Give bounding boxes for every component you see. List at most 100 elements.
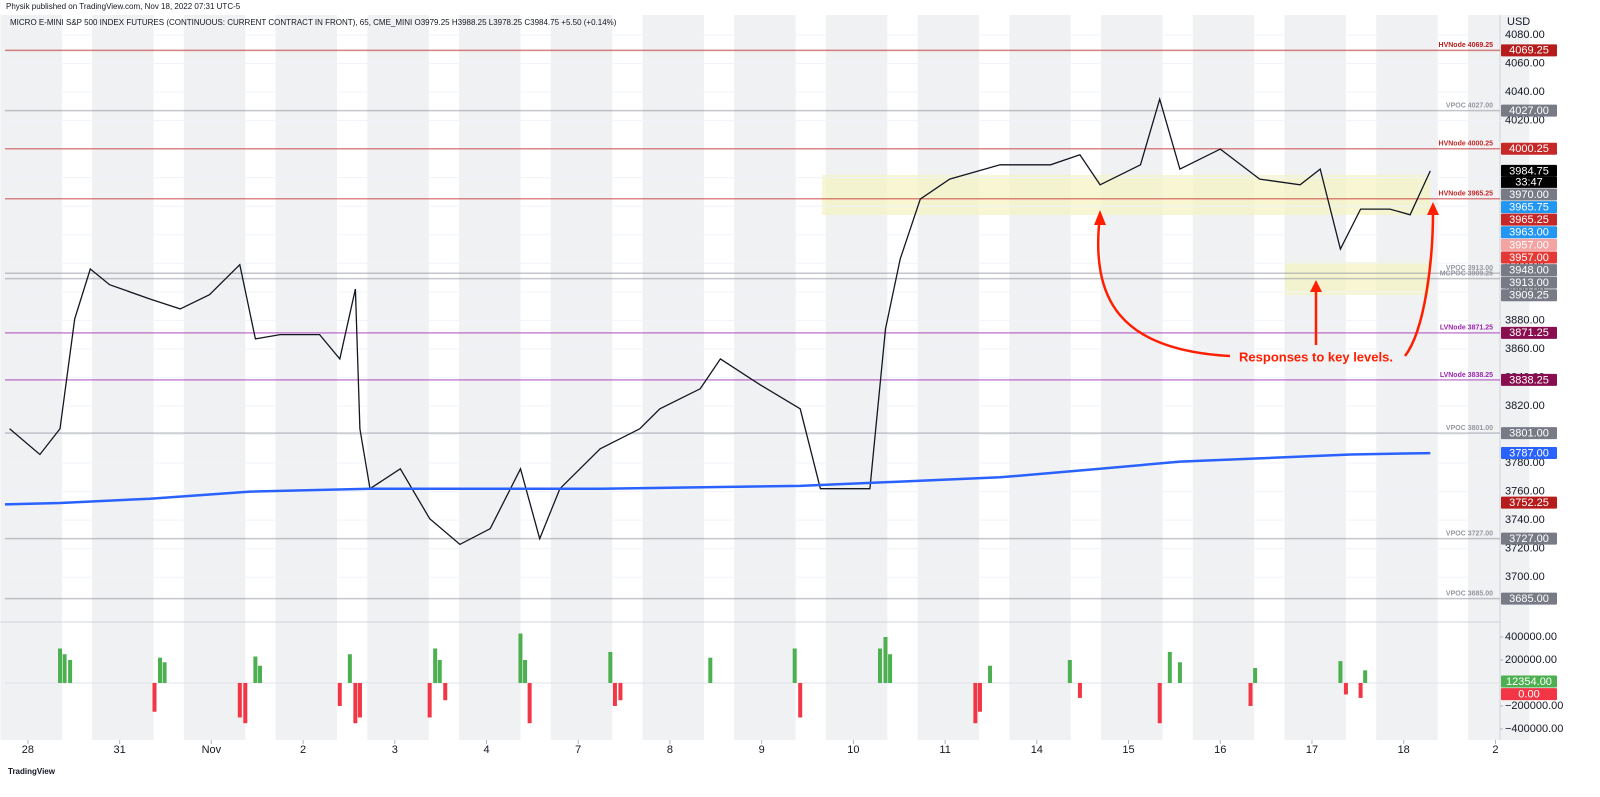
price-tag [1501, 447, 1557, 460]
x-tick-label: 17 [1306, 744, 1318, 756]
delta-bar [58, 648, 63, 683]
price-tag-label: 4027.00 [1509, 105, 1549, 117]
price-tag-label: 3984.75 [1509, 165, 1549, 177]
price-tag [1501, 201, 1557, 214]
delta-bar [988, 665, 993, 683]
x-tick-label: 9 [759, 744, 765, 756]
delta-bar [433, 648, 438, 683]
y-tick-label: 3880.00 [1505, 314, 1545, 326]
y-tick-label: −200000.00 [1505, 700, 1563, 712]
price-tag [1501, 213, 1557, 226]
price-tag-label: 4000.25 [1509, 143, 1549, 155]
delta-bar [708, 657, 713, 683]
delta-bar [518, 633, 523, 683]
countdown: 33:47 [1515, 176, 1543, 188]
delta-bar [237, 682, 242, 718]
level-label: VPOC 3913.00 [1446, 265, 1493, 272]
x-tick-label: Nov [202, 744, 222, 756]
delta-bar [347, 654, 352, 683]
x-tick-label: 18 [1398, 744, 1410, 756]
price-tag [1501, 675, 1557, 688]
level-label: LVNode 3838.25 [1440, 372, 1493, 379]
x-tick-label: 11 [939, 744, 950, 756]
delta-bar [1077, 682, 1082, 698]
x-tick-label: 28 [22, 744, 34, 756]
delta-bar [877, 648, 882, 683]
price-tag [1501, 289, 1557, 302]
level-label: VPOC 3727.00 [1446, 531, 1493, 538]
plot-layer: 3700.003720.003740.003760.003780.003800.… [4, 29, 1563, 756]
delta-bar [437, 659, 442, 683]
chart-title: MICRO E-MINI S&P 500 INDEX FUTURES (CONT… [10, 18, 617, 27]
level-label: VPOC 3685.00 [1446, 590, 1493, 597]
x-tick-label: 2 [1492, 744, 1498, 756]
price-tag-label: 3948.00 [1509, 264, 1549, 276]
highlight-zone [822, 175, 1430, 215]
y-tick-label: 4060.00 [1505, 57, 1545, 69]
delta-bar [68, 659, 73, 683]
price-tag-label: 4069.25 [1509, 45, 1549, 57]
delta-bar [353, 682, 358, 724]
delta-bar [523, 659, 528, 683]
delta-bar [158, 657, 163, 683]
delta-bar [973, 682, 978, 724]
x-tick-label: 15 [1122, 744, 1134, 756]
delta-bar [1363, 670, 1368, 683]
y-tick-label: 4080.00 [1505, 29, 1545, 41]
y-tick-label: 3700.00 [1505, 571, 1545, 583]
delta-bar [883, 636, 888, 683]
level-label: HVNode 4069.25 [1439, 42, 1494, 49]
delta-bar [162, 662, 167, 683]
price-tag-label: 3965.75 [1509, 201, 1549, 213]
delta-bar [798, 682, 803, 718]
annotation-arrows [1094, 202, 1439, 358]
price-tag [1501, 188, 1557, 201]
y-tick-label: 3720.00 [1505, 543, 1545, 555]
x-tick-label: 7 [575, 744, 581, 756]
price-tag-label: 3963.00 [1509, 227, 1549, 239]
x-tick-label: 3 [392, 744, 398, 756]
y-tick-label: 3780.00 [1505, 457, 1545, 469]
price-tag [1501, 496, 1557, 509]
price-tag-label: 3913.00 [1509, 277, 1549, 289]
price-tag [1501, 427, 1557, 440]
price-tag-label: 3970.00 [1509, 189, 1549, 201]
delta-bar [618, 682, 623, 701]
delta-bar [1338, 661, 1343, 683]
price-tag [1501, 373, 1557, 386]
y-tick-label: 4020.00 [1505, 114, 1545, 126]
delta-bar [1343, 682, 1348, 695]
delta-bar [443, 682, 448, 701]
price-tag [1501, 226, 1557, 239]
price-tag [1501, 688, 1557, 701]
price-tag-label: 0.00 [1518, 689, 1539, 701]
level-label: LVNode 3871.25 [1440, 325, 1493, 332]
y-tick-label: 3760.00 [1505, 485, 1545, 497]
price-tag [1501, 164, 1557, 177]
arrow [1404, 211, 1435, 357]
price-tag [1501, 142, 1557, 155]
price-tag [1501, 592, 1557, 605]
price-tag-label: 3838.25 [1509, 374, 1549, 386]
x-tick-label: 4 [483, 744, 489, 756]
price-tag [1501, 251, 1557, 264]
delta-bar [253, 656, 258, 683]
delta-bar [612, 682, 617, 706]
price-tag-label: 3752.25 [1509, 497, 1549, 509]
price-tag-label: 3727.00 [1509, 533, 1549, 545]
delta-bar [243, 682, 248, 724]
x-tick-label: 10 [847, 744, 859, 756]
price-tag [1501, 326, 1557, 339]
currency: USD [1507, 16, 1530, 28]
x-tick-label: 16 [1214, 744, 1226, 756]
y-tick-label: 3820.00 [1505, 400, 1545, 412]
delta-bar [337, 682, 342, 706]
delta-bar [1167, 651, 1172, 683]
delta-bar [1157, 682, 1162, 724]
footer-logo: TradingView [8, 767, 56, 776]
delta-bar [1358, 682, 1363, 698]
delta-bar [792, 648, 797, 683]
price-tag [1501, 276, 1557, 289]
level-label: MCPOC 3909.25 [1440, 270, 1493, 277]
delta-bar [1253, 668, 1258, 683]
